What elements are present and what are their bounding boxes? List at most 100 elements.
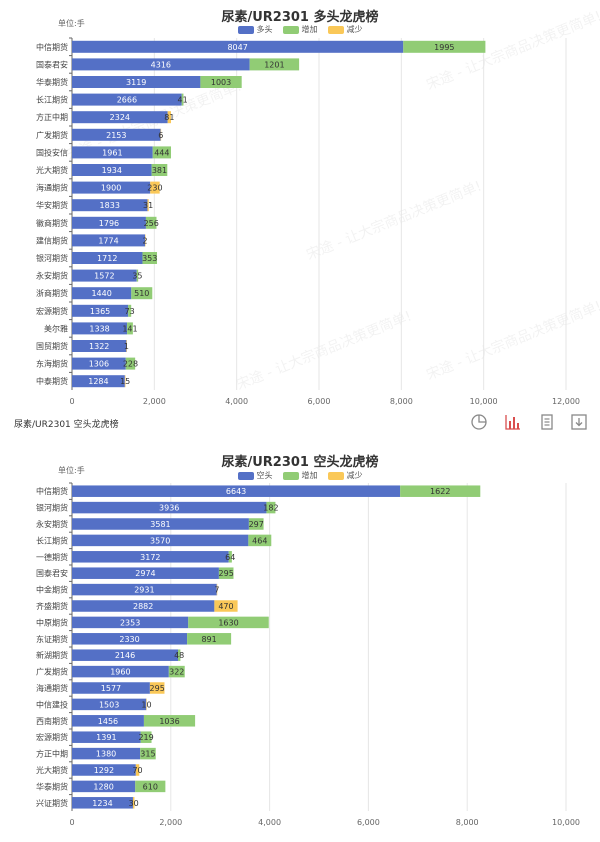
data-label: 1338 bbox=[89, 324, 109, 333]
category-label: 东证期货 bbox=[36, 634, 68, 644]
category-label: 华安期货 bbox=[36, 200, 68, 210]
category-label: 长江期货 bbox=[36, 95, 68, 105]
data-label: 6 bbox=[158, 131, 163, 140]
data-label: 4316 bbox=[151, 60, 171, 69]
category-label: 中金期货 bbox=[36, 585, 68, 595]
category-label: 西南期货 bbox=[36, 716, 68, 726]
data-label: 73 bbox=[125, 307, 135, 316]
data-label: 1774 bbox=[98, 236, 118, 245]
category-label: 宏源期货 bbox=[36, 732, 68, 742]
data-label: 64 bbox=[225, 553, 235, 562]
data-label: 3119 bbox=[126, 78, 146, 87]
data-label: 70 bbox=[132, 766, 142, 775]
data-label: 1712 bbox=[97, 254, 117, 263]
category-label: 银河期货 bbox=[36, 253, 68, 263]
x-tick-label: 2,000 bbox=[143, 397, 166, 405]
category-label: 光大期货 bbox=[36, 765, 68, 775]
category-label: 新湖期货 bbox=[36, 650, 68, 660]
data-label: 48 bbox=[174, 651, 184, 660]
data-label: 1440 bbox=[91, 289, 111, 298]
category-label: 国泰君安 bbox=[36, 59, 68, 69]
data-label: 1572 bbox=[94, 272, 114, 281]
x-tick-label: 0 bbox=[69, 818, 74, 827]
data-label: 315 bbox=[140, 750, 155, 759]
category-label: 浙商期货 bbox=[36, 288, 68, 298]
bar-chart-svg: 0 2,000 4,000 6,000 8,000 10,000中信期货 6643 1622银… bbox=[0, 445, 600, 842]
data-label: 1961 bbox=[102, 148, 122, 157]
data-label: 1201 bbox=[264, 60, 284, 69]
data-label: 2330 bbox=[119, 635, 139, 644]
data-label: 1456 bbox=[98, 717, 118, 726]
data-label: 30 bbox=[129, 799, 139, 808]
data-label: 1380 bbox=[96, 750, 116, 759]
category-label: 美尔雅 bbox=[44, 323, 68, 333]
data-label: 1503 bbox=[99, 700, 119, 709]
data-label: 7 bbox=[214, 586, 219, 595]
data-label: 1630 bbox=[218, 618, 238, 627]
category-label: 永安期货 bbox=[36, 519, 68, 529]
category-label: 方正中期 bbox=[36, 749, 68, 759]
x-tick-label: 0 bbox=[69, 397, 74, 405]
data-label: 6643 bbox=[226, 487, 246, 496]
data-label: 10 bbox=[141, 700, 151, 709]
data-label: 2882 bbox=[133, 602, 153, 611]
data-label: 464 bbox=[252, 536, 267, 545]
data-label: 3172 bbox=[140, 553, 160, 562]
section-caption: 尿素/UR2301 空头龙虎榜 bbox=[14, 417, 119, 430]
category-label: 方正中期 bbox=[36, 112, 68, 122]
data-label: 1365 bbox=[90, 307, 110, 316]
short-ranking-chart: 尿素/UR2301 空头龙虎榜 空头 增加 减少 单位:手 0 2,000 4,00… bbox=[0, 445, 600, 842]
category-label: 光大期货 bbox=[36, 165, 68, 175]
data-label: 1036 bbox=[159, 717, 179, 726]
data-label: 1284 bbox=[88, 377, 108, 386]
data-label: 1391 bbox=[96, 733, 116, 742]
data-label: 8047 bbox=[227, 43, 247, 52]
data-label: 81 bbox=[164, 113, 174, 122]
data-label: 141 bbox=[122, 324, 137, 333]
data-label: 1900 bbox=[101, 184, 121, 193]
category-label: 广发期货 bbox=[36, 667, 68, 677]
category-label: 中信期货 bbox=[36, 42, 68, 52]
data-label: 1 bbox=[124, 342, 129, 351]
category-label: 海通期货 bbox=[36, 183, 68, 193]
x-tick-label: 8,000 bbox=[456, 818, 479, 827]
data-view-icon[interactable] bbox=[538, 413, 556, 431]
data-label: 15 bbox=[120, 377, 130, 386]
data-label: 256 bbox=[144, 219, 159, 228]
category-label: 长江期货 bbox=[36, 535, 68, 545]
data-label: 610 bbox=[143, 782, 158, 791]
data-label: 891 bbox=[201, 635, 216, 644]
data-label: 1934 bbox=[102, 166, 122, 175]
data-label: 510 bbox=[134, 289, 149, 298]
data-label: 295 bbox=[219, 569, 234, 578]
data-label: 3570 bbox=[150, 536, 170, 545]
data-label: 2 bbox=[143, 236, 148, 245]
data-label: 353 bbox=[142, 254, 157, 263]
category-label: 齐盛期货 bbox=[36, 601, 68, 611]
bar-chart-svg: 0 2,000 4,000 6,000 8,000 10,000 12,000中信期货 804… bbox=[0, 0, 600, 405]
x-tick-label: 2,000 bbox=[159, 818, 182, 827]
category-label: 兴证期货 bbox=[36, 798, 68, 808]
data-label: 1622 bbox=[430, 487, 450, 496]
download-icon[interactable] bbox=[570, 413, 588, 431]
category-label: 国贸期货 bbox=[36, 341, 68, 351]
category-label: 徽商期货 bbox=[36, 218, 68, 228]
data-label: 219 bbox=[138, 733, 153, 742]
x-tick-label: 8,000 bbox=[390, 397, 413, 405]
x-tick-label: 6,000 bbox=[308, 397, 331, 405]
data-label: 295 bbox=[150, 684, 165, 693]
x-tick-label: 4,000 bbox=[225, 397, 248, 405]
data-label: 2931 bbox=[134, 586, 154, 595]
x-tick-label: 10,000 bbox=[552, 818, 580, 827]
data-label: 31 bbox=[143, 201, 153, 210]
category-label: 华泰期货 bbox=[36, 781, 68, 791]
data-label: 41 bbox=[178, 96, 188, 105]
data-label: 297 bbox=[249, 520, 264, 529]
data-label: 1234 bbox=[92, 799, 112, 808]
data-label: 1960 bbox=[110, 668, 130, 677]
data-label: 2324 bbox=[110, 113, 130, 122]
category-label: 广发期货 bbox=[36, 130, 68, 140]
pie-chart-icon[interactable] bbox=[470, 413, 488, 431]
long-ranking-chart: 尿素/UR2301 多头龙虎榜 多头 增加 减少 单位:手 0 2,000 4,00… bbox=[0, 0, 600, 405]
bar-chart-icon[interactable] bbox=[504, 413, 522, 431]
